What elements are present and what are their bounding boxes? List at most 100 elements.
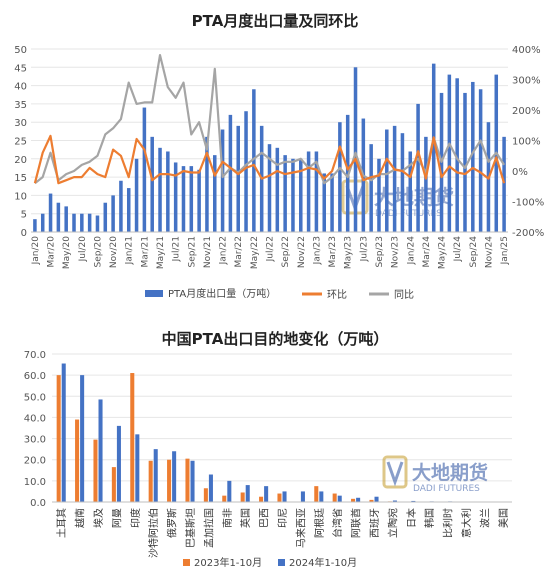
x-tick-label: Nov/23 [391,236,401,268]
bar-volume [447,74,452,233]
x-category-label: 沙特阿拉伯 [147,508,160,558]
bar-2023 [75,419,80,502]
y-tick-label: 10.0 [24,477,46,488]
x-tick-label: Sep/21 [187,236,197,267]
x-category-label: 土耳其 [55,508,68,538]
x-tick-label: Jul/22 [266,236,276,262]
x-category-label: 巴西 [259,508,271,528]
x-category-label: 越南 [74,508,87,528]
x-tick-label: Jan/20 [31,236,41,266]
bar-volume [330,173,334,232]
bar-volume [181,166,186,232]
bar-volume [502,136,506,232]
x-category-label: 台湾省 [331,508,344,538]
chart1-watermark: 大地期货 DADI FUTURES [341,179,454,219]
bar-volume [377,158,381,232]
x-tick-label: Sep/20 [93,236,103,268]
chart2-title: 中国PTA出口目的地变化（万吨） [162,330,389,348]
legend-label-mom: 环比 [327,289,347,301]
y-right-tick-label: 100% [512,137,541,148]
x-category-label: 印度 [129,508,142,528]
y-right-tick-label: 200% [512,106,541,117]
bar-2024 [135,434,140,502]
bar-volume [95,215,100,232]
bar-2024 [319,491,324,502]
bar-volume [408,151,413,232]
x-tick-label: May/23 [344,236,354,269]
x-tick-label: Nov/22 [297,236,307,268]
y-tick-label: 70.0 [24,350,46,361]
x-tick-label: Jul/21 [172,236,182,262]
bar-2023 [351,498,356,502]
chart1-title: PTA月度出口量及同环比 [192,12,359,30]
bar-volume [431,63,436,232]
y-left-tick-label: 30 [14,118,27,129]
x-tick-label: Nov/20 [109,236,119,268]
bar-volume [252,89,256,232]
bar-volume [306,151,311,232]
y-right-tick-label: -200% [512,228,544,239]
x-category-label: 马来西亚 [295,508,307,548]
bar-volume [213,155,217,232]
bar-volume [134,158,139,232]
bar-volume [150,136,154,232]
x-category-label: 埃及 [92,508,105,528]
x-category-label: 比利时 [443,508,455,538]
bar-2023 [203,488,208,502]
bar-2024 [98,399,103,502]
bar-volume [353,67,358,232]
bar-2023 [332,493,337,502]
x-tick-label: Nov/21 [203,236,213,268]
bar-volume [455,78,459,232]
bar-volume [267,144,272,232]
bar-volume [64,206,68,232]
x-tick-label: Jan/21 [125,236,135,265]
bar-volume [228,114,233,232]
x-category-label: 波兰 [478,508,491,528]
bar-2023 [259,496,264,502]
bar-2023 [93,439,98,502]
legend-label-volume: PTA月度出口量（万吨） [168,287,276,300]
y-left-tick-label: 0 [21,228,27,239]
bar-2023 [369,499,374,502]
bar-2024 [80,375,85,502]
chart2: 中国PTA出口目的地变化（万吨） 大地期货 DADI FUTURES 0.0 10… [24,330,512,569]
y-tick-label: 40.0 [24,413,46,424]
bar-volume [40,213,45,232]
watermark-subtitle: DADI FUTURES [413,484,480,494]
x-category-label: 阿曼 [111,508,123,528]
x-tick-label: Jul/24 [453,236,463,263]
watermark-logo-mark [386,461,404,487]
x-tick-label: Mar/21 [140,236,150,267]
y-left-tick-label: 20 [14,155,27,166]
x-tick-label: May/24 [438,236,448,269]
bar-volume [338,122,342,232]
x-tick-label: Jan/24 [406,236,416,266]
legend-swatch-2023 [183,559,190,566]
bar-volume [392,125,397,232]
y-right-tick-label: 0% [512,167,528,178]
bar-volume [173,162,178,232]
bar-volume [126,188,131,232]
bar-2024 [172,451,177,502]
y-left-tick-label: 40 [14,82,27,93]
x-tick-label: Mar/22 [234,236,244,267]
bar-volume [56,202,61,232]
x-tick-label: May/22 [250,236,260,269]
y-right-tick-label: 300% [512,76,541,87]
chart2-grid [52,353,512,503]
x-tick-label: Sep/22 [281,236,291,267]
bar-volume [72,213,76,232]
x-tick-label: Mar/24 [422,236,432,268]
chart1-y-right-axis: -200% -100% 0% 100% 200% 300% 400% [512,45,544,239]
chart2-y-axis: 0.0 10.0 20.0 30.0 40.0 50.0 60.0 70.0 [24,350,46,509]
bar-2024 [245,485,250,502]
chart2-bars [56,363,508,502]
bar-volume [424,136,428,232]
bar-2024 [356,497,361,502]
bar-2023 [185,458,190,502]
bar-volume [471,81,475,232]
bar-2024 [411,500,416,502]
x-category-label: 南非 [221,508,234,528]
bar-volume [142,107,147,232]
